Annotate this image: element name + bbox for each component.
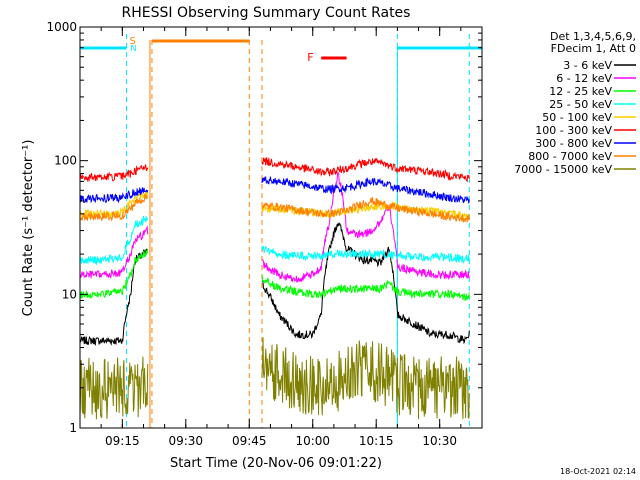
legend-label-1: 3 - 6 keV bbox=[563, 59, 612, 72]
x-tick-label: 09:15 bbox=[105, 434, 140, 448]
legend-label-7: 300 - 800 keV bbox=[535, 137, 612, 150]
legend-label-9: 7000 - 15000 keV bbox=[514, 163, 612, 176]
series-line-9-pre-saa bbox=[79, 356, 149, 420]
series-line-7-pre-saa bbox=[79, 187, 149, 204]
series-line-6-post-saa bbox=[261, 157, 470, 183]
series-line-3-post-saa bbox=[261, 275, 470, 302]
series-line-7-post-saa bbox=[261, 175, 470, 204]
legend-label-8: 800 - 7000 keV bbox=[528, 150, 612, 163]
night-letter: N bbox=[131, 44, 137, 53]
legend-label-6: 100 - 300 keV bbox=[535, 124, 612, 137]
series-line-6-pre-saa bbox=[79, 164, 149, 183]
y-tick-label: 100 bbox=[54, 154, 77, 168]
series-line-8-post-saa bbox=[261, 197, 470, 223]
legend-label-4: 25 - 50 keV bbox=[549, 98, 612, 111]
series-line-1-post-saa bbox=[261, 221, 470, 345]
x-tick-label: 10:00 bbox=[295, 434, 330, 448]
series-line-2-post-saa bbox=[261, 172, 470, 283]
flare-letter: F bbox=[307, 51, 313, 64]
legend-header-detectors: Det 1,3,4,5,6,9, bbox=[550, 30, 636, 43]
chart-title: RHESSI Observing Summary Count Rates bbox=[122, 5, 411, 21]
legend-label-2: 6 - 12 keV bbox=[556, 72, 612, 85]
plot-frame bbox=[79, 26, 483, 429]
series-line-4-post-saa bbox=[261, 245, 470, 265]
y-axis-label: Count Rate (s⁻¹ detector⁻¹) bbox=[21, 140, 36, 317]
series-line-2-pre-saa bbox=[79, 225, 149, 280]
axes: 1 10 100 1000 09:15 09:30 09:45 10:00 10:15 10:30 bbox=[46, 20, 483, 448]
legend-label-5: 50 - 100 keV bbox=[542, 111, 612, 124]
legend-header-decimation: FDecim 1, Att 0 bbox=[551, 42, 636, 55]
saa-letter: S bbox=[130, 36, 136, 47]
x-tick-label: 10:15 bbox=[359, 434, 394, 448]
timestamp: 18-Oct-2021 02:14 bbox=[560, 467, 636, 476]
legend-label-3: 12 - 25 keV bbox=[549, 85, 612, 98]
y-tick-label: 10 bbox=[62, 287, 77, 301]
x-tick-label: 10:30 bbox=[422, 434, 457, 448]
series-line-9-post-saa bbox=[261, 337, 470, 420]
series-lines bbox=[79, 157, 470, 420]
series-line-4-pre-saa bbox=[79, 215, 149, 266]
y-tick-label: 1000 bbox=[46, 20, 77, 34]
legend: Det 1,3,4,5,6,9, FDecim 1, Att 0 3 - 6 k… bbox=[514, 30, 636, 176]
series-line-8-pre-saa bbox=[79, 193, 149, 222]
x-tick-label: 09:45 bbox=[232, 434, 267, 448]
y-tick-label: 1 bbox=[69, 421, 77, 435]
x-tick-label: 09:30 bbox=[168, 434, 203, 448]
x-axis-label: Start Time (20-Nov-06 09:01:22) bbox=[170, 456, 382, 471]
series-line-1-pre-saa bbox=[79, 248, 149, 347]
series-line-3-pre-saa bbox=[79, 248, 149, 300]
